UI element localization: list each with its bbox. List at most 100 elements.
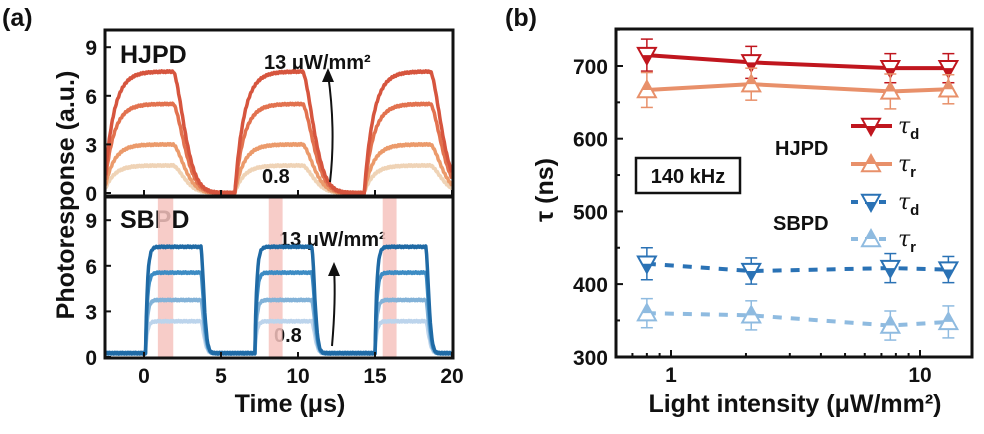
marker-fill bbox=[885, 82, 896, 92]
marker-fill bbox=[885, 268, 896, 278]
x-tick-label: 15 bbox=[363, 365, 387, 388]
marker-fill bbox=[943, 269, 954, 279]
y-tick-label: 300 bbox=[573, 347, 608, 370]
y-tick-label: 700 bbox=[573, 56, 608, 79]
legend-subscript: d bbox=[910, 202, 919, 219]
frequency-label: 140 kHz bbox=[651, 166, 726, 188]
legend-symbol: τ bbox=[898, 227, 911, 252]
frequency-box bbox=[634, 156, 742, 195]
y-tick-label: 3 bbox=[85, 134, 97, 157]
marker-fill bbox=[641, 304, 652, 314]
series-sbpd-tau-r bbox=[636, 297, 960, 341]
series-hjpd-tau-d bbox=[636, 38, 960, 84]
hjpd-annotation-high: 13 μW/mm² bbox=[264, 52, 371, 74]
x-tick-label: 10 bbox=[908, 364, 931, 387]
waveform-series-1 bbox=[105, 318, 453, 356]
intensity-arrow bbox=[327, 73, 334, 183]
sbpd-label: SBPD bbox=[120, 206, 189, 234]
panel-b: (b) τ (ns) Light intensity (μW/mm²) 140 … bbox=[505, 4, 974, 418]
legend-symbol: τ bbox=[898, 152, 911, 177]
panel-b-label: (b) bbox=[505, 4, 537, 32]
arrowhead-icon bbox=[328, 262, 340, 276]
series-line bbox=[646, 53, 949, 71]
y-tick-label: 9 bbox=[85, 210, 97, 233]
marker-fill bbox=[641, 263, 652, 273]
y-axis-label: τ (ns) bbox=[531, 158, 559, 222]
waveform-series-1 bbox=[105, 162, 453, 196]
marker-fill bbox=[943, 68, 954, 78]
shaded-band bbox=[268, 197, 283, 358]
legend-group-hjpd: HJPD bbox=[775, 138, 828, 160]
marker-fill bbox=[746, 62, 757, 72]
legend-symbol: τ bbox=[898, 190, 911, 215]
y-tick-label: 3 bbox=[85, 301, 97, 324]
marker-fill bbox=[746, 271, 757, 281]
x-axis-label: Time (μs) bbox=[235, 390, 346, 418]
waveform-series-4 bbox=[105, 244, 453, 356]
marker-fill bbox=[866, 202, 876, 211]
y-tick-label: 6 bbox=[85, 256, 97, 279]
panel-a: (a) Photoresponse (a.u.) Time (μs) HJPD … bbox=[2, 4, 464, 418]
x-tick-label: 1 bbox=[665, 364, 677, 387]
down-triangle-marker bbox=[636, 255, 658, 275]
y-tick-label: 6 bbox=[85, 86, 97, 109]
legend-label: τd bbox=[898, 190, 919, 219]
marker-fill bbox=[641, 80, 652, 90]
marker-fill bbox=[866, 155, 876, 164]
x-tick-label: 20 bbox=[440, 365, 463, 388]
x-tick-label: 10 bbox=[286, 365, 309, 388]
y-axis-label: Photoresponse (a.u.) bbox=[52, 71, 80, 320]
down-triangle-marker bbox=[860, 117, 882, 138]
series-line bbox=[646, 311, 949, 328]
up-triangle-marker bbox=[937, 310, 960, 331]
marker-fill bbox=[943, 312, 954, 322]
legend-item: τd bbox=[851, 190, 919, 219]
marker-fill bbox=[866, 126, 876, 135]
marker-fill bbox=[866, 230, 876, 239]
marker-fill bbox=[746, 75, 757, 85]
series-line bbox=[646, 261, 949, 274]
series-hjpd-tau-r bbox=[636, 67, 960, 110]
up-triangle-marker bbox=[740, 73, 762, 93]
legend-group-sbpd: SBPD bbox=[773, 213, 829, 235]
legend-item: τr bbox=[851, 152, 916, 181]
up-triangle-marker bbox=[740, 304, 762, 324]
series-line bbox=[646, 82, 949, 94]
down-triangle-marker bbox=[937, 59, 960, 80]
marker-fill bbox=[943, 80, 954, 90]
down-triangle-marker bbox=[860, 193, 882, 214]
down-triangle-marker bbox=[740, 262, 762, 283]
y-tick-label: 0 bbox=[85, 347, 97, 370]
up-triangle-marker bbox=[879, 314, 902, 334]
down-triangle-marker bbox=[879, 59, 902, 80]
up-triangle-marker bbox=[860, 227, 882, 248]
hjpd-label: HJPD bbox=[120, 41, 187, 69]
shaded-band bbox=[157, 197, 174, 358]
legend-label: τd bbox=[898, 114, 919, 143]
hjpd-annotation-low: 0.8 bbox=[262, 166, 290, 188]
x-axis-label: Light intensity (μW/mm²) bbox=[648, 390, 941, 418]
marker-fill bbox=[885, 68, 896, 78]
down-triangle-marker bbox=[740, 54, 762, 74]
shaded-band bbox=[382, 197, 397, 358]
up-triangle-marker bbox=[879, 80, 902, 100]
legend-item: τr bbox=[851, 227, 916, 256]
up-triangle-marker bbox=[860, 152, 882, 173]
legend-subscript: r bbox=[910, 239, 916, 256]
legend-symbol: τ bbox=[898, 114, 911, 139]
subplot-hjpd bbox=[105, 69, 453, 196]
intensity-arrow bbox=[331, 267, 336, 347]
up-triangle-marker bbox=[636, 302, 658, 322]
waveform-series-3 bbox=[105, 270, 453, 356]
y-tick-label: 600 bbox=[573, 129, 608, 152]
y-tick-label: 0 bbox=[85, 183, 97, 206]
legend-item: τd bbox=[851, 114, 919, 143]
x-tick-label: 5 bbox=[215, 365, 227, 388]
legend-label: τr bbox=[898, 227, 916, 256]
subplot-frame bbox=[103, 195, 455, 360]
up-triangle-marker bbox=[937, 78, 960, 98]
waveform-series-2 bbox=[105, 141, 453, 196]
waveform-series-4 bbox=[105, 69, 453, 196]
arrowhead-icon bbox=[322, 68, 334, 82]
